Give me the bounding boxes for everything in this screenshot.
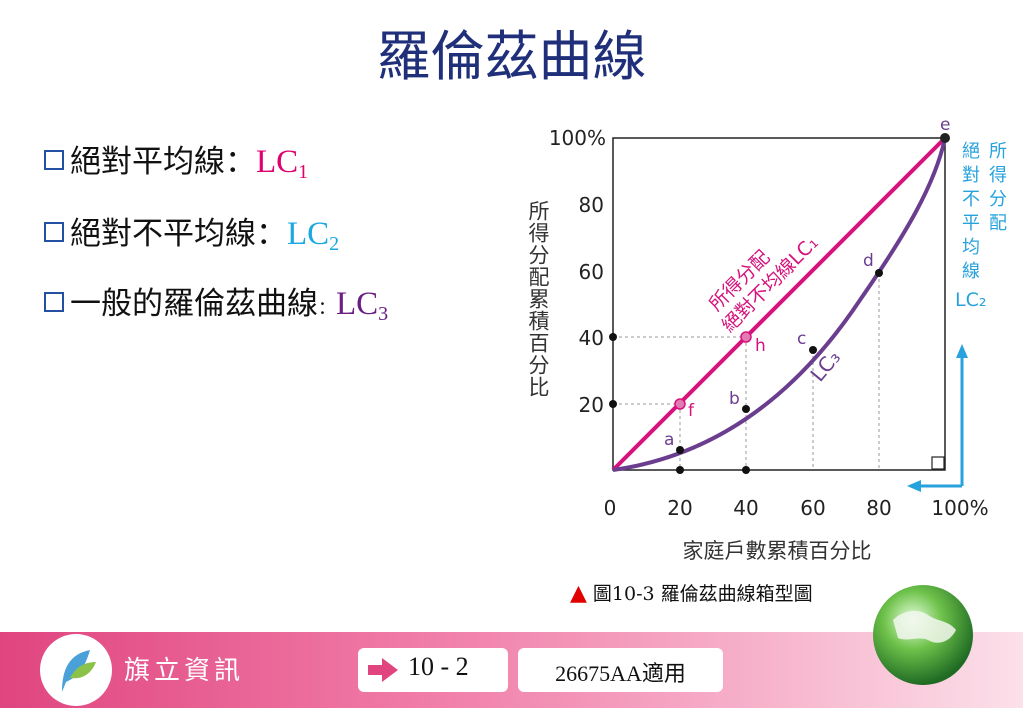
lc2-char: 平 xyxy=(962,213,980,234)
x-tick-0: 0 xyxy=(604,496,617,520)
lc2-arrow-up-icon xyxy=(956,344,968,358)
y-tick-40: 40 xyxy=(579,326,604,350)
lc2-char: 得 xyxy=(989,165,1007,186)
bullet-text: 絕對平均線： xyxy=(70,144,256,180)
lc-text: LC xyxy=(336,286,379,322)
lc1-tag: LC1 xyxy=(256,144,309,183)
y-axis-title: 所得分配累積百分比 xyxy=(526,200,550,398)
lc3-tag: LC3 xyxy=(336,286,389,325)
bullet-text: 絕對不平均線： xyxy=(70,216,287,252)
point-c xyxy=(809,346,817,354)
x-tick-20: 20 xyxy=(667,496,692,520)
edition-label: 26675AA適用 xyxy=(555,661,686,686)
lc-sub: 1 xyxy=(298,161,309,183)
label-f: f xyxy=(688,401,695,421)
x-axis-title: 家庭戶數累積百分比 xyxy=(683,539,872,563)
label-a: a xyxy=(664,430,674,450)
lc2-char: 均 xyxy=(962,237,980,258)
leaf-logo-icon xyxy=(62,650,96,692)
lc2-char: 所 xyxy=(989,141,1007,162)
x-tick-60: 60 xyxy=(800,496,825,520)
lc2-char: 線 xyxy=(962,261,980,282)
x-tick-40: 40 xyxy=(733,496,758,520)
caption-text: 圖10-3 羅倫茲曲線箱型圖 xyxy=(592,583,813,605)
x-tick-100: 100% xyxy=(931,496,988,520)
caption-triangle-icon: ▲ xyxy=(570,581,587,606)
lc-text: LC xyxy=(256,144,299,180)
footer: 旗立資訊 10 - 2 26675AA適用 xyxy=(0,612,1023,708)
lc-sub: 2 xyxy=(329,233,340,255)
point-f xyxy=(674,398,686,410)
footer-band xyxy=(0,632,1023,708)
point-d xyxy=(875,269,883,277)
lc2-char: 不 xyxy=(962,189,980,210)
label-e: e xyxy=(940,115,950,135)
edition-box xyxy=(518,648,723,692)
globe-icon xyxy=(873,585,973,685)
bullet-lc3: 一般的羅倫茲曲線：LC3 xyxy=(44,278,388,326)
page-title: 羅倫茲曲線 xyxy=(376,25,647,88)
lc-sub: 3 xyxy=(378,303,389,325)
point-a xyxy=(676,446,684,454)
lc-text: LC xyxy=(287,216,330,252)
axis-point-y20 xyxy=(609,400,617,408)
bullet-lc1: 絕對平均線：LC1 xyxy=(44,136,308,184)
label-h: h xyxy=(755,336,766,356)
lorenz-diagram: e f h a b c d 100% 80 60 40 20 0 20 40 6… xyxy=(526,115,1007,563)
plot-frame xyxy=(612,137,946,471)
point-b xyxy=(742,405,750,413)
point-h xyxy=(740,331,752,343)
point-e xyxy=(940,133,950,143)
y-tick-100: 100% xyxy=(549,126,606,150)
lc2-arrow-left-icon xyxy=(907,480,921,492)
lc2-vertical-label: 所 得 分 配 絕 對 不 平 均 線 LC₂ xyxy=(955,141,1007,311)
y-tick-labels: 100% 80 60 40 20 xyxy=(549,126,606,417)
bullet-box-icon xyxy=(44,222,64,242)
lc1-line xyxy=(611,136,947,472)
arrow-right-icon xyxy=(368,658,398,682)
label-b: b xyxy=(729,389,740,409)
lc2-tag: LC2 xyxy=(287,216,340,255)
bullet-text: 一般的羅倫茲曲線 xyxy=(70,286,318,322)
x-tick-80: 80 xyxy=(866,496,891,520)
lc2-char: 絕 xyxy=(962,141,980,162)
bullet-box-icon xyxy=(44,292,64,312)
brand-name: 旗立資訊 xyxy=(124,656,245,686)
axis-point-y40 xyxy=(609,333,617,341)
lc2-char: 對 xyxy=(962,165,980,186)
lc2-label-text: LC₂ xyxy=(955,289,986,311)
axis-point-x20 xyxy=(676,466,684,474)
axis-point-x40 xyxy=(742,466,750,474)
bullet-lc2: 絕對不平均線：LC2 xyxy=(44,208,339,256)
bullet-sep: ： xyxy=(318,298,336,319)
lc3-curve xyxy=(612,137,947,472)
bullet-box-icon xyxy=(44,150,64,170)
y-tick-80: 80 xyxy=(579,193,604,217)
right-angle-mark xyxy=(931,456,945,470)
y-tick-20: 20 xyxy=(579,393,604,417)
figure-caption: ▲ 圖10-3 羅倫茲曲線箱型圖 xyxy=(570,579,813,606)
label-d: d xyxy=(863,251,874,271)
lc2-char: 配 xyxy=(989,213,1007,234)
page-number: 10 - 2 xyxy=(408,652,469,681)
logo xyxy=(40,634,112,706)
lc2-char: 分 xyxy=(989,189,1007,210)
label-c: c xyxy=(797,329,806,349)
x-tick-labels: 0 20 40 60 80 100% xyxy=(604,496,989,520)
y-tick-60: 60 xyxy=(579,260,604,284)
